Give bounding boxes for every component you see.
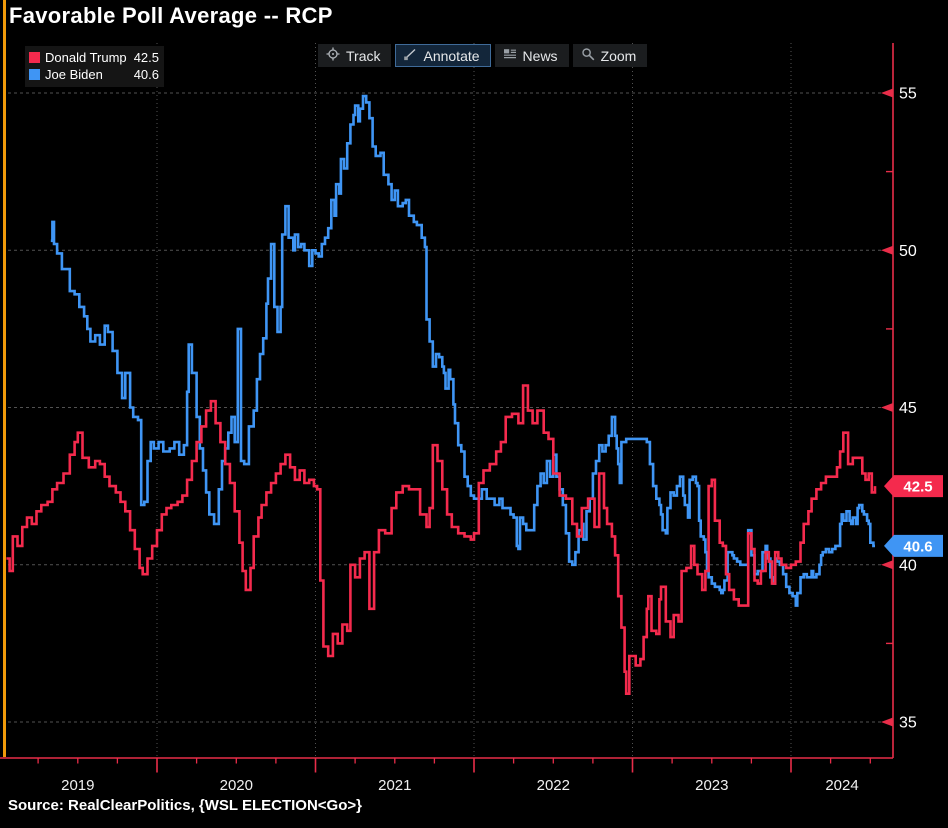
annotate-line-icon: [403, 47, 423, 64]
news-icon: [503, 47, 523, 64]
chart-legend: Donald Trump 42.5 Joe Biden 40.6: [25, 46, 164, 87]
legend-label: Donald Trump: [45, 50, 127, 65]
toolbar-button-news[interactable]: News: [494, 44, 569, 67]
toolbar-button-label: Zoom: [600, 47, 637, 64]
source-caption: Source: RealClearPolitics, {WSL ELECTION…: [8, 797, 362, 814]
y-axis-tick-label: 55: [899, 86, 917, 103]
legend-item: Joe Biden 40.6: [29, 66, 159, 83]
toolbar-button-label: News: [522, 47, 558, 64]
x-axis-year-label: 2021: [378, 777, 411, 794]
toolbar-button-track[interactable]: Track: [318, 44, 392, 67]
toolbar-button-annotate[interactable]: Annotate: [395, 44, 491, 67]
biden-series-swatch: [29, 69, 40, 80]
last-value-badge: [884, 534, 943, 557]
x-axis-year-label: 2024: [825, 777, 858, 794]
y-axis-tick-label: 40: [899, 557, 917, 574]
page-title: Favorable Poll Average -- RCP: [9, 3, 333, 28]
toolbar-button-zoom[interactable]: Zoom: [572, 44, 648, 67]
y-axis-tick-label: 50: [899, 243, 917, 260]
toolbar-button-label: Track: [346, 47, 381, 64]
legend-value: 42.5: [133, 50, 159, 65]
last-value-badge-text: 40.6: [903, 538, 932, 555]
legend-value: 40.6: [133, 67, 159, 82]
y-axis-tick-label: 35: [899, 715, 917, 732]
left-accent-bar: [3, 0, 6, 757]
trump-series-swatch: [29, 52, 40, 63]
x-axis-year-label: 2019: [61, 777, 94, 794]
legend-label: Joe Biden: [45, 67, 103, 82]
chart-toolbar: Track Annotate News Zoom: [318, 44, 648, 67]
toolbar-button-label: Annotate: [423, 47, 480, 64]
magnifier-icon: [581, 47, 601, 64]
last-value-badge: [884, 475, 943, 498]
x-axis-year-label: 2023: [695, 777, 728, 794]
x-axis-year-label: 2022: [537, 777, 570, 794]
last-value-badge-text: 42.5: [903, 479, 932, 496]
y-axis-tick-label: 45: [899, 400, 917, 417]
series-line: [6, 384, 877, 695]
x-axis-year-label: 2020: [220, 777, 253, 794]
legend-item: Donald Trump 42.5: [29, 49, 159, 66]
series-line: [50, 94, 875, 607]
crosshair-icon: [326, 47, 346, 64]
